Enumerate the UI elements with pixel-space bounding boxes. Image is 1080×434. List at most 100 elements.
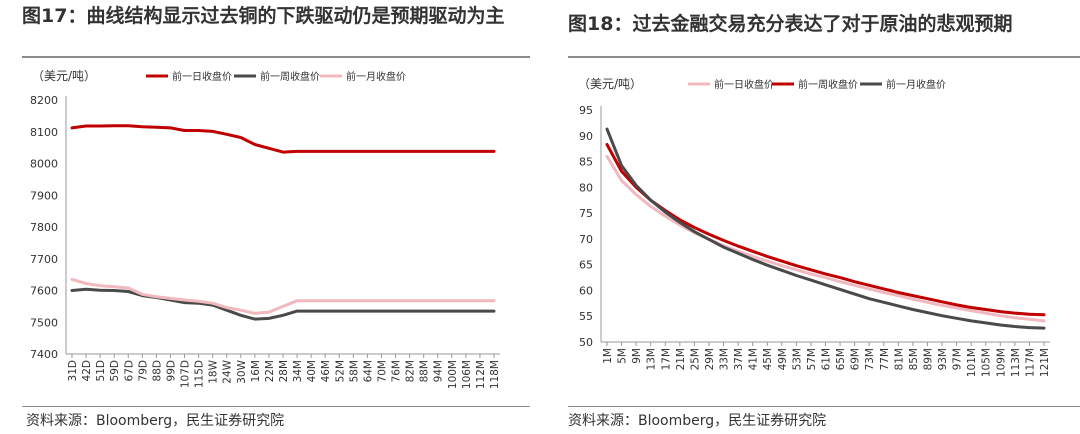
x-tick-label: 59D — [109, 360, 121, 381]
x-tick-label: 118M — [489, 360, 501, 389]
x-tick-label: 115D — [194, 360, 206, 388]
x-tick-label: 81M — [893, 348, 905, 370]
x-tick-label: 5M — [617, 348, 629, 364]
x-tick-label: 70M — [376, 360, 388, 382]
x-tick-label: 40M — [306, 360, 318, 382]
source-note: 资料来源：Bloomberg，民生证券研究院 — [26, 413, 285, 429]
x-tick-label: 9M — [631, 348, 643, 364]
x-tick-label: 33M — [719, 348, 731, 370]
x-tick-label: 88M — [419, 360, 431, 382]
x-tick-label: 112M — [475, 360, 487, 389]
series-line — [605, 154, 1046, 323]
y-tick-label: 7800 — [30, 221, 58, 234]
legend-label: 前一周收盘价 — [260, 70, 320, 83]
x-tick-label: 77M — [879, 348, 891, 370]
source-note: 资料来源：Bloomberg，民生证券研究院 — [568, 413, 827, 429]
x-tick-label: 49M — [777, 348, 789, 370]
x-tick-label: 22M — [264, 360, 276, 382]
x-tick-label: 28M — [278, 360, 290, 382]
x-tick-label: 99D — [165, 360, 177, 381]
x-tick-label: 82M — [405, 360, 417, 382]
y-tick-label: 7400 — [30, 348, 58, 361]
x-tick-label: 1M — [602, 348, 614, 364]
y-tick-label: 95 — [579, 104, 593, 117]
y-tick-label: 7900 — [30, 189, 58, 202]
series-line — [70, 124, 496, 154]
series-line — [605, 143, 1046, 317]
x-tick-label: 97M — [952, 348, 964, 370]
y-tick-label: 70 — [579, 233, 593, 246]
x-tick-label: 29M — [704, 348, 716, 370]
x-tick-label: 69M — [850, 348, 862, 370]
x-tick-label: 89M — [922, 348, 934, 370]
x-tick-label: 34M — [292, 360, 304, 382]
x-tick-label: 30W — [236, 359, 248, 383]
y-tick-label: 7700 — [30, 253, 58, 266]
x-tick-label: 101M — [966, 348, 978, 377]
x-tick-label: 13M — [646, 348, 658, 370]
legend-label: 前一月收盘价 — [886, 78, 946, 91]
x-tick-label: 94M — [433, 360, 445, 382]
y-tick-label: 90 — [579, 130, 593, 143]
series-line — [70, 277, 496, 315]
unit-label: （美元/吨） — [578, 77, 642, 91]
x-tick-label: 25M — [689, 348, 701, 370]
x-tick-label: 37M — [733, 348, 745, 370]
x-tick-label: 64M — [362, 360, 374, 382]
x-tick-label: 109M — [995, 348, 1007, 377]
x-tick-label: 85M — [908, 348, 920, 370]
chart-title: 图17：曲线结构显示过去铜的下跌驱动仍是预期驱动为主 — [22, 5, 505, 27]
x-tick-label: 45M — [762, 348, 774, 370]
copper-curve-chart: （美元/吨） 前一日收盘价 前一周收盘价 前一月收盘价 7400 7500 7600 7700… — [30, 69, 501, 389]
x-tick-label: 113M — [1010, 348, 1022, 377]
x-tick-label: 88D — [151, 360, 163, 381]
x-tick-label: 76M — [391, 360, 403, 382]
y-tick-label: 8000 — [30, 158, 58, 171]
legend-label: 前一周收盘价 — [798, 78, 858, 91]
x-tick-label: 61M — [821, 348, 833, 370]
y-tick-label: 8100 — [30, 126, 58, 139]
x-tick-label: 16M — [250, 360, 262, 382]
y-tick-label: 80 — [579, 181, 593, 194]
x-tick-label: 51D — [95, 360, 107, 381]
series-line — [70, 287, 496, 321]
y-tick-label: 7500 — [30, 316, 58, 329]
x-tick-label: 42D — [81, 360, 93, 381]
source-rule — [568, 406, 1080, 407]
x-tick-label: 105M — [981, 348, 993, 377]
chart-title: 图18：过去金融交易充分表达了对于原油的悲观预期 — [568, 13, 1013, 35]
x-tick-label: 52M — [334, 360, 346, 382]
x-tick-label: 121M — [1039, 348, 1051, 377]
title-rule — [22, 56, 530, 58]
legend-label: 前一日收盘价 — [714, 78, 774, 91]
x-tick-label: 67D — [123, 360, 135, 381]
series-line — [605, 127, 1046, 330]
y-tick-label: 50 — [579, 336, 593, 349]
legend-label: 前一月收盘价 — [346, 70, 406, 83]
x-tick-label: 100M — [447, 360, 459, 389]
x-tick-label: 79D — [137, 360, 149, 381]
figure-17-panel: 图17：曲线结构显示过去铜的下跌驱动仍是预期驱动为主 （美元/吨） 前一日收盘价 前… — [0, 0, 530, 434]
x-tick-label: 117M — [1024, 348, 1036, 377]
x-tick-label: 53M — [791, 348, 803, 370]
x-tick-label: 18W — [208, 359, 220, 383]
x-tick-label: 41M — [748, 348, 760, 370]
unit-label: （美元/吨） — [32, 69, 96, 83]
x-tick-label: 107D — [180, 360, 192, 388]
y-tick-label: 7600 — [30, 285, 58, 298]
x-tick-label: 93M — [937, 348, 949, 370]
crude-oil-curve-chart: （美元/吨） 前一日收盘价 前一周收盘价 前一月收盘价 50 55 60 65 70 75 80 85… — [578, 77, 1051, 377]
x-tick-label: 17M — [660, 348, 672, 370]
x-tick-label: 65M — [835, 348, 847, 370]
legend-label: 前一日收盘价 — [172, 70, 232, 83]
x-tick-label: 106M — [461, 360, 473, 389]
figure-18-panel: 图18：过去金融交易充分表达了对于原油的悲观预期 （美元/吨） 前一日收盘价 前一周… — [556, 0, 1080, 434]
x-tick-label: 58M — [348, 360, 360, 382]
source-rule — [22, 406, 530, 407]
y-tick-label: 60 — [579, 284, 593, 297]
x-tick-label: 21M — [675, 348, 687, 370]
y-tick-label: 85 — [579, 156, 593, 169]
x-tick-label: 57M — [806, 348, 818, 370]
y-tick-label: 55 — [579, 310, 593, 323]
x-tick-label: 46M — [320, 360, 332, 382]
